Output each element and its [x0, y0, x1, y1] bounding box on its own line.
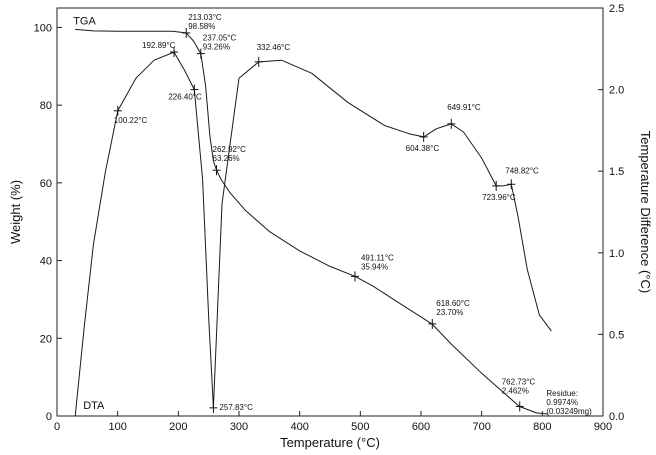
y-axis-left-title: Weight (%) — [8, 180, 23, 244]
annotation-label: 649.91°C — [447, 103, 481, 112]
annotation-line: 262.92°C — [213, 145, 247, 154]
x-tick-label: 600 — [412, 421, 430, 433]
annotation: 226.40°C — [168, 84, 202, 102]
x-axis-title: Temperature (°C) — [280, 435, 380, 450]
annotation-line: 618.60°C — [436, 299, 470, 308]
y-right-tick-label: 2.0 — [609, 85, 624, 97]
annotation-label: 213.03°C 98.58% — [188, 13, 222, 31]
y-left-tick-label: 20 — [40, 333, 52, 345]
annotation: 762.73°C 2.462% — [502, 377, 536, 412]
annotation-line: 23.70% — [436, 308, 463, 317]
annotation-line: (0.03249mg) — [546, 407, 592, 416]
y-left-tick-label: 60 — [40, 178, 52, 190]
annotation-line: 649.91°C — [447, 103, 481, 112]
tga-series-label: TGA — [73, 15, 96, 27]
annotation-label: 618.60°C 23.70% — [436, 299, 470, 317]
annotation: 213.03°C 98.58% — [182, 13, 222, 38]
x-tick-label: 900 — [594, 421, 612, 433]
annotation-label: 723.96°C — [482, 193, 516, 202]
annotation: 618.60°C 23.70% — [428, 299, 470, 329]
annotation-line: 93.26% — [203, 43, 230, 52]
annotation-label: 237.05°C 93.26% — [203, 34, 237, 52]
annotation-label: 226.40°C — [168, 93, 202, 102]
annotation-line: 332.46°C — [257, 43, 291, 52]
y-right-tick-label: 1.0 — [609, 248, 624, 260]
annotation-line: 63.26% — [213, 154, 240, 163]
annotation: 723.96°C — [482, 180, 516, 202]
y-right-tick-label: 1.5 — [609, 166, 624, 178]
annotation-label: 192.89°C — [142, 41, 176, 50]
y-left-tick-label: 100 — [34, 22, 52, 34]
x-tick-label: 300 — [230, 421, 248, 433]
x-axis: 0 100 200 300 400 500 600 700 800 900 — [54, 411, 612, 433]
y-right-tick-label: 0.5 — [609, 329, 624, 341]
y-left-tick-label: 0 — [46, 411, 52, 423]
series-label-layer: TGA DTA — [73, 15, 105, 412]
annotation-line: 762.73°C — [502, 377, 536, 386]
annotation: 100.22°C — [113, 105, 148, 125]
annotation-label: 762.73°C 2.462% — [502, 377, 536, 395]
y-left-tick-label: 80 — [40, 100, 52, 112]
annotation-line: 257.83°C — [219, 403, 253, 412]
annotation-label: 491.11°C 35.94% — [361, 253, 394, 271]
y-right-tick-label: 0.0 — [609, 411, 624, 423]
annotation-line: 100.22°C — [114, 116, 148, 125]
annotation-label: 262.92°C 63.26% — [213, 145, 247, 163]
annotation: 748.82°C — [505, 166, 539, 190]
annotation-label: 332.46°C — [257, 43, 291, 52]
annotation-line: 2.462% — [502, 386, 529, 395]
annotation: 237.05°C 93.26% — [196, 34, 237, 59]
annotation-label: 748.82°C — [505, 166, 539, 175]
annotation: 604.38°C — [406, 131, 440, 153]
x-tick-label: 0 — [54, 421, 60, 433]
tga-series-line — [75, 28, 549, 415]
dta-series-label: DTA — [83, 400, 105, 412]
x-tick-label: 100 — [108, 421, 126, 433]
annotation-layer: 213.03°C 98.58% 237.05°C 93.26% 262.92°C 63.2… — [113, 13, 592, 416]
annotation: Residue: 0.9974% (0.03249mg) — [546, 389, 592, 416]
annotation-label: 100.22°C — [114, 116, 148, 125]
annotation-line: 237.05°C — [203, 34, 237, 43]
x-tick-label: 500 — [351, 421, 369, 433]
annotation-line: 213.03°C — [188, 13, 222, 22]
annotation-line: 0.9974% — [546, 398, 578, 407]
y-right-tick-label: 2.5 — [609, 3, 624, 15]
annotation: 262.92°C 63.26% — [212, 145, 247, 176]
annotation-label: Residue: 0.9974% (0.03249mg) — [546, 389, 592, 416]
x-tick-label: 700 — [472, 421, 490, 433]
annotation-label: 604.38°C — [406, 144, 440, 153]
y-left-tick-label: 40 — [40, 256, 52, 268]
annotation-line: 723.96°C — [482, 193, 516, 202]
annotation-line: Residue: — [546, 389, 578, 398]
annotation-line: 604.38°C — [406, 144, 440, 153]
annotation-line: 748.82°C — [505, 166, 539, 175]
annotation: 192.89°C — [142, 41, 179, 58]
annotation: 491.11°C 35.94% — [350, 253, 394, 282]
x-tick-label: 200 — [169, 421, 187, 433]
annotation-label: 257.83°C — [219, 403, 253, 412]
annotation-line: 491.11°C — [361, 253, 394, 262]
annotation-line: 35.94% — [361, 262, 388, 271]
y-axis-right: 0.0 0.5 1.0 1.5 2.0 2.5 — [598, 3, 624, 423]
y-axis-left: 0 20 40 60 80 100 — [34, 22, 62, 423]
annotation-line: 226.40°C — [168, 93, 202, 102]
annotation-line: 192.89°C — [142, 41, 176, 50]
x-tick-label: 400 — [290, 421, 308, 433]
annotation-line: 98.58% — [188, 22, 215, 31]
x-tick-label: 800 — [533, 421, 551, 433]
series-layer — [74, 28, 552, 417]
y-axis-right-title: Temperature Difference (°C) — [638, 131, 653, 293]
plot-frame — [56, 7, 604, 417]
annotation: 649.91°C — [447, 103, 481, 129]
annotation: 257.83°C — [209, 402, 253, 413]
annotation: 332.46°C — [254, 43, 291, 67]
